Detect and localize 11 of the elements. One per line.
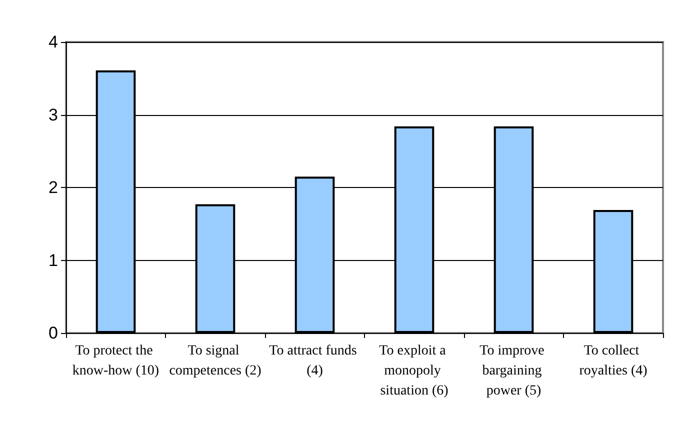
x-tick-label: To protect the know-how (10): [72, 344, 160, 378]
y-tick-label: 1: [48, 250, 58, 270]
x-tick-label: To exploit a monopoly situation (6): [379, 344, 450, 398]
y-tick-label: 0: [48, 324, 58, 342]
x-tick-label: To improve bargaining power (5): [480, 344, 548, 398]
x-tick-label: To collect royalties (4): [579, 344, 648, 378]
y-tick-label: 2: [48, 178, 58, 197]
y-tick-label: 3: [48, 105, 58, 124]
y-tick-label: 4: [48, 32, 58, 52]
x-tick-label: To signal competences (2): [169, 344, 262, 378]
x-tick-label: To attract funds (4): [269, 344, 360, 378]
